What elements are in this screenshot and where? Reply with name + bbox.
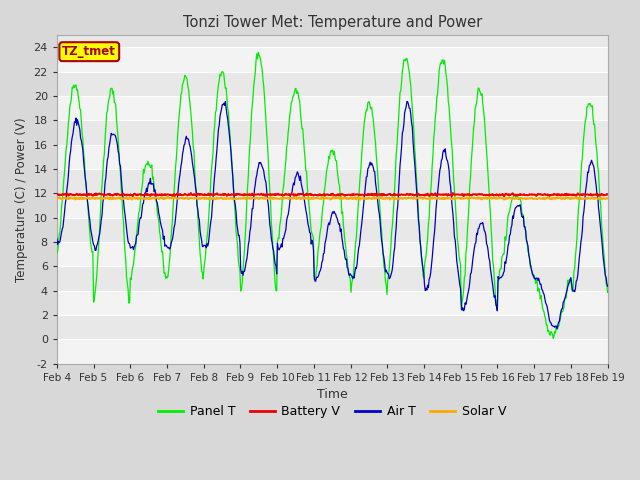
Air T [175,175,183,181]
Battery V [416,192,424,198]
Panel T [120,219,127,225]
Panel T [63,143,70,148]
Line: Air T: Air T [57,101,607,329]
Battery V [120,191,127,197]
Solar V [401,195,408,201]
Title: Tonzi Tower Met: Temperature and Power: Tonzi Tower Met: Temperature and Power [182,15,482,30]
Y-axis label: Temperature (C) / Power (V): Temperature (C) / Power (V) [15,117,28,282]
Bar [57,96,607,120]
Panel T [604,289,611,295]
Bar [57,339,607,364]
Line: Battery V: Battery V [57,193,607,196]
Bar [57,193,607,218]
Air T [53,236,61,241]
Battery V [604,192,611,197]
Panel T [255,49,262,55]
Air T [604,283,611,289]
Battery V [500,193,508,199]
Battery V [400,192,408,198]
Solar V [164,194,172,200]
Solar V [53,196,61,202]
Panel T [416,238,424,244]
Battery V [187,190,195,196]
Solar V [63,195,70,201]
Line: Solar V: Solar V [57,197,607,200]
Panel T [549,336,557,341]
Battery V [205,192,213,198]
Panel T [400,57,408,62]
Solar V [120,196,127,202]
Battery V [175,192,183,198]
Panel T [53,250,61,256]
Air T [399,128,407,133]
Air T [63,188,70,193]
Bar [57,291,607,315]
Bar [57,145,607,169]
Legend: Panel T, Battery V, Air T, Solar V: Panel T, Battery V, Air T, Solar V [154,400,511,423]
Solar V [356,197,364,203]
Solar V [417,195,424,201]
Bar [57,242,607,266]
Air T [416,237,424,242]
Panel T [205,218,212,224]
Text: TZ_tmet: TZ_tmet [62,45,116,58]
Solar V [177,195,184,201]
Air T [205,240,212,246]
Battery V [53,192,61,197]
Air T [120,197,127,203]
Bar [57,48,607,72]
Solar V [205,195,213,201]
Panel T [175,111,183,117]
Air T [553,326,561,332]
X-axis label: Time: Time [317,388,348,401]
Air T [403,98,411,104]
Line: Panel T: Panel T [57,52,607,338]
Solar V [604,195,611,201]
Battery V [63,191,70,196]
